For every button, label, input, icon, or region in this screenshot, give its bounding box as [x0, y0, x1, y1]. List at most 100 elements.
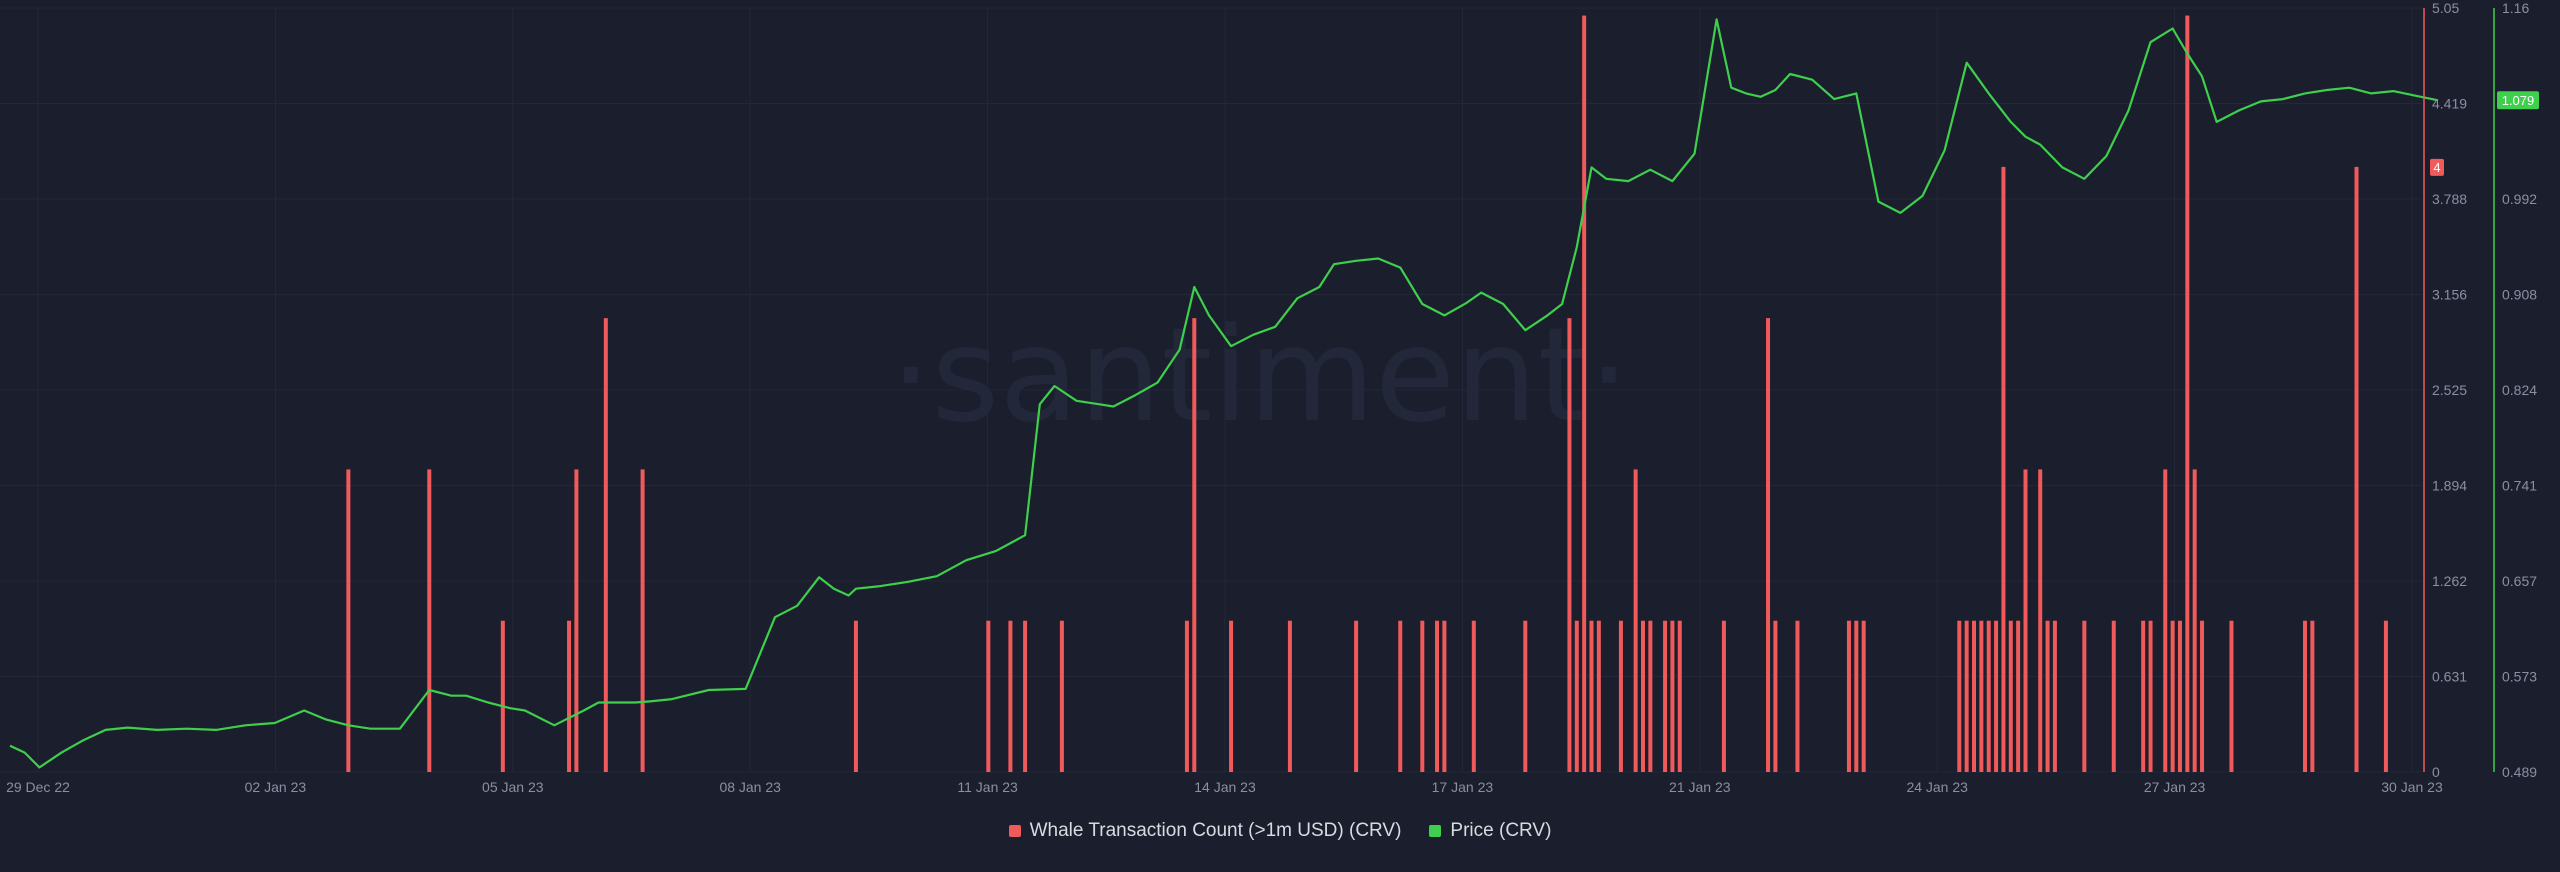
whale-bar [1795, 620, 1800, 772]
whale-bar [1670, 620, 1675, 772]
left-axis-tick-label: 0.631 [2432, 669, 2467, 685]
whale-bar [1184, 620, 1189, 772]
whale-bar [2177, 620, 2182, 772]
whale-bar [2045, 620, 2050, 772]
whale-bar [1979, 620, 1984, 772]
whale-bar [1677, 620, 1682, 772]
whale-bar [2303, 620, 2308, 772]
left-axis-tick-label: 2.525 [2432, 382, 2467, 398]
whale-bar [1618, 620, 1623, 772]
whale-bar [1854, 620, 1859, 772]
right-axis-tick-label: 0.992 [2502, 191, 2537, 207]
whale-bar [500, 620, 505, 772]
x-axis-tick-label: 21 Jan 23 [1669, 779, 1731, 795]
x-axis-tick-label: 17 Jan 23 [1432, 779, 1494, 795]
x-axis-tick-label: 05 Jan 23 [482, 779, 544, 795]
price-last-badge [2497, 91, 2539, 110]
right-axis-tick-label: 0.908 [2502, 287, 2537, 303]
whale-bar [1435, 620, 1440, 772]
whale-bar [2200, 620, 2205, 772]
whale-bar [1471, 620, 1476, 772]
whale-bar [1582, 15, 1587, 773]
whale-bar [1633, 469, 1638, 772]
whale-bar [1589, 620, 1594, 772]
whale-bar [1766, 318, 1771, 772]
left-axis-tick-label: 0 [2432, 764, 2440, 780]
whale-bar [1420, 620, 1425, 772]
whale-bar [2023, 469, 2028, 772]
whale-bar [1567, 318, 1572, 772]
whale-bar [2229, 620, 2234, 772]
whale-bar [2111, 620, 2116, 772]
whale-bar [1663, 620, 1668, 772]
whale-bar [1192, 318, 1197, 772]
x-axis: 29 Dec 22 02 Jan 23 05 Jan 23 08 Jan 23 11 J… [6, 779, 2443, 795]
whale-bar [1861, 620, 1866, 772]
whale-bar [346, 469, 351, 772]
whale-bar [1846, 620, 1851, 772]
axis-badges: 4 1.079 [2430, 91, 2539, 176]
price-line [9, 18, 2438, 769]
right-axis-tick-label: 0.573 [2502, 669, 2537, 685]
whale-bar [2038, 469, 2043, 772]
whale-bar [2163, 469, 2168, 772]
whale-bar [2310, 620, 2315, 772]
left-axis-tick-label: 4.419 [2432, 96, 2467, 112]
whale-bars [346, 15, 2388, 773]
whale-bar [1008, 620, 1013, 772]
right-axis-tick-label: 0.741 [2502, 478, 2537, 494]
x-axis-tick-label: 08 Jan 23 [719, 779, 781, 795]
whale-bar [1972, 620, 1977, 772]
whale-bar [2001, 166, 2006, 772]
legend-label-price: Price (CRV) [1450, 820, 1552, 841]
x-axis-tick-label: 14 Jan 23 [1194, 779, 1256, 795]
left-axis-tick-label: 3.156 [2432, 287, 2467, 303]
whale-bar [2082, 620, 2087, 772]
whale-bar [2185, 15, 2190, 773]
whale-bar [853, 620, 858, 772]
whale-bar [1773, 620, 1778, 772]
whale-bar [986, 620, 991, 772]
whale-bar [1398, 620, 1403, 772]
whale-bar [1287, 620, 1292, 772]
left-axis-tick-label: 1.894 [2432, 478, 2467, 494]
legend-item-whale[interactable]: Whale Transaction Count (>1m USD) (CRV) [1008, 820, 1402, 842]
whale-bar [2383, 620, 2388, 772]
right-axis-tick-label: 0.657 [2502, 573, 2537, 589]
x-axis-tick-label: 30 Jan 23 [2381, 779, 2443, 795]
whale-bar [1229, 620, 1234, 772]
whale-bar [2052, 620, 2057, 772]
x-axis-tick-label: 24 Jan 23 [1906, 779, 1968, 795]
legend-item-price[interactable]: Price (CRV) [1429, 820, 1551, 842]
whale-bar [1994, 620, 1999, 772]
left-axis-tick-label: 3.788 [2432, 191, 2467, 207]
whale-bar [640, 469, 645, 772]
whale-bar [1957, 620, 1962, 772]
right-axis-tick-label: 0.824 [2502, 382, 2537, 398]
whale-bar [1574, 620, 1579, 772]
left-axis-tick-label: 1.262 [2432, 573, 2467, 589]
whale-bar [1964, 620, 1969, 772]
whale-bar [427, 469, 432, 772]
whale-bar [1023, 620, 1028, 772]
whale-bar [2148, 620, 2153, 772]
whale-bar [2141, 620, 2146, 772]
chart-legend: Whale Transaction Count (>1m USD) (CRV) … [0, 820, 2560, 842]
right-axis-tick-label: 1.16 [2502, 0, 2529, 16]
whale-bar [1721, 620, 1726, 772]
whale-bar [1648, 620, 1653, 772]
legend-swatch-whale [1008, 825, 1021, 837]
x-axis-tick-label: 02 Jan 23 [245, 779, 307, 795]
whale-bar [1986, 620, 1991, 772]
whale-bar [1596, 620, 1601, 772]
whale-bar [1640, 620, 1645, 772]
legend-swatch-price [1429, 825, 1442, 837]
whale-bar [1523, 620, 1528, 772]
whale-bar [2170, 620, 2175, 772]
legend-label-whale: Whale Transaction Count (>1m USD) (CRV) [1029, 820, 1402, 841]
left-axis: 0 0.631 1.262 1.894 2.525 3.156 3.788 4.419 5.05 [2423, 0, 2467, 780]
right-axis-tick-label: 0.489 [2502, 764, 2537, 780]
whale-bar [2016, 620, 2021, 772]
